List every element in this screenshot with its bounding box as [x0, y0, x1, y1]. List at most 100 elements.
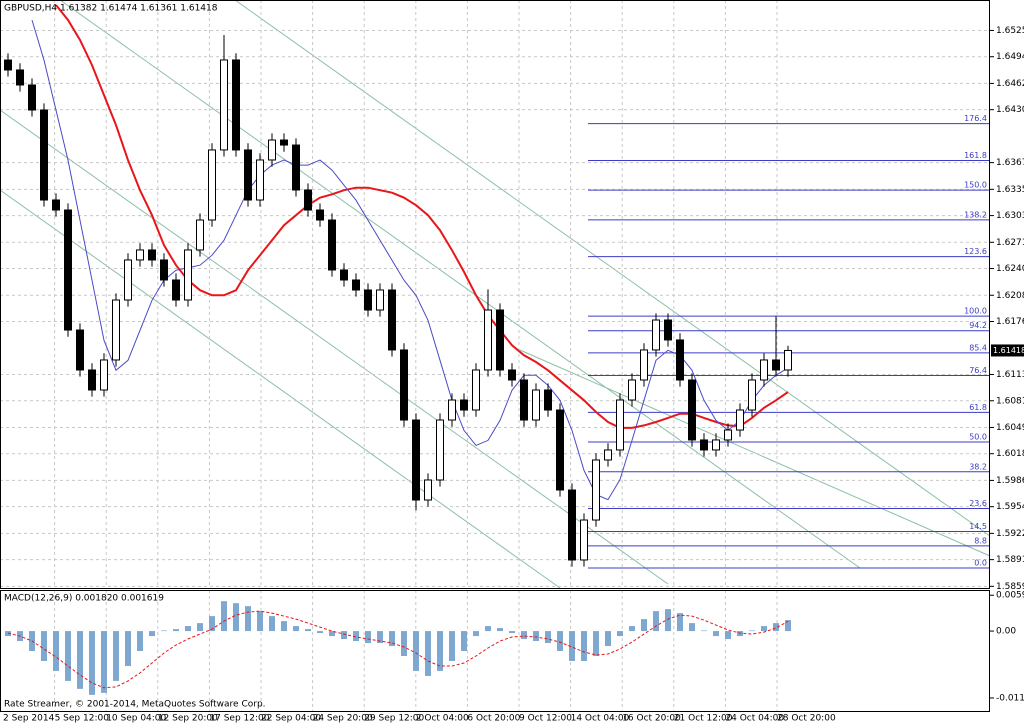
macd-bar — [113, 631, 119, 681]
macd-bar — [77, 631, 83, 689]
candle-body — [184, 249, 192, 301]
y-tick-label: 1.63350 — [996, 185, 1024, 195]
y-tick-label: 1.60815 — [996, 396, 1024, 406]
candle-body — [460, 399, 468, 411]
macd-bar — [749, 630, 755, 632]
fib-label: 0.0 — [974, 558, 987, 567]
y-tick-label: 1.60180 — [996, 449, 1024, 459]
y-tick-label: 1.63035 — [996, 211, 1024, 221]
candle-body — [712, 439, 720, 451]
macd-bar — [629, 626, 635, 632]
moving-average — [31, 19, 789, 501]
candle-body — [172, 279, 180, 301]
macd-bar — [245, 606, 251, 632]
fib-label: 76.4 — [969, 366, 987, 375]
x-tick-label: 17 Sep 12:00 — [209, 714, 269, 724]
channel-line — [59, 0, 861, 569]
y-tick-label: 1.64305 — [996, 105, 1024, 115]
candle-body — [568, 489, 576, 561]
macd-bar — [785, 620, 791, 632]
macd-bar — [269, 616, 275, 632]
candle-body — [88, 369, 96, 391]
y-tick-label: 1.58910 — [996, 555, 1024, 565]
candle-body — [664, 319, 672, 341]
candle-body — [304, 189, 312, 211]
candle-body — [736, 409, 744, 431]
macd-label: MACD(12,26,9) 0.001820 0.001619 — [4, 594, 164, 604]
macd-bar — [533, 631, 539, 642]
candle-body — [532, 389, 540, 421]
candle-body — [220, 59, 228, 151]
candle-body — [148, 249, 156, 261]
macd-bar — [473, 631, 479, 637]
x-tick-label: 2 Sep 2014 — [3, 714, 55, 724]
macd-bar — [365, 631, 371, 644]
macd-bar — [485, 626, 491, 632]
fib-label: 176.4 — [964, 114, 987, 123]
candle-body — [364, 289, 372, 311]
moving-average — [55, 4, 789, 429]
macd-bar — [437, 631, 443, 671]
candle-body — [196, 219, 204, 251]
candle-body — [256, 159, 264, 201]
candle-body — [268, 139, 276, 161]
candle-body — [760, 359, 768, 381]
copyright: Rate Streamer, © 2001-2014, MetaQuotes S… — [4, 700, 266, 710]
macd-bar — [305, 629, 311, 632]
macd-bar — [449, 631, 455, 661]
y-tick-label: 1.62715 — [996, 238, 1024, 248]
fib-label: 94.2 — [969, 321, 987, 330]
fib-label: 161.8 — [964, 151, 987, 160]
macd-bar — [41, 631, 47, 661]
y-tick-label: 1.64620 — [996, 79, 1024, 89]
candle-body — [448, 399, 456, 421]
macd-bar — [497, 628, 503, 632]
fib-label: 85.4 — [969, 343, 987, 352]
candle-body — [592, 459, 600, 521]
macd-bar — [509, 631, 515, 634]
macd-bar — [341, 631, 347, 640]
candle-body — [232, 59, 240, 151]
channel-line — [234, 0, 991, 537]
macd-y-tick-label: -0.011077 — [996, 693, 1024, 703]
macd-bar — [53, 631, 59, 671]
fib-label: 123.6 — [964, 247, 987, 256]
candle-body — [244, 149, 252, 201]
chart-title: GBPUSD,H4 1.61382 1.61474 1.61361 1.6141… — [4, 4, 218, 14]
y-tick-label: 1.61765 — [996, 317, 1024, 327]
macd-bar — [461, 631, 467, 651]
macd-bar — [389, 631, 395, 647]
macd-bar — [569, 631, 575, 661]
candle-body — [388, 289, 396, 351]
macd-bar — [89, 631, 95, 695]
candle-body — [136, 249, 144, 261]
macd-bar — [353, 631, 359, 642]
y-tick-label: 1.58590 — [996, 582, 1024, 592]
x-tick-label: 28 Oct 20:00 — [777, 714, 836, 724]
macd-bar — [317, 631, 323, 634]
candle-body — [484, 309, 492, 371]
x-tick-label: 14 Oct 04:00 — [571, 714, 630, 724]
candle-body — [556, 409, 564, 491]
x-tick-label: 24 Sep 20:00 — [313, 714, 373, 724]
x-tick-label: 29 Sep 12:00 — [364, 714, 424, 724]
fib-label: 138.2 — [964, 210, 987, 219]
candle-body — [328, 219, 336, 271]
x-tick-label: 22 Sep 04:00 — [261, 714, 321, 724]
candle-body — [292, 144, 300, 191]
macd-bar — [641, 619, 647, 632]
x-tick-label: 6 Oct 20:00 — [467, 714, 520, 724]
macd-bar — [689, 623, 695, 632]
macd-bar — [377, 631, 383, 644]
macd-bar — [293, 626, 299, 632]
candle-body — [100, 359, 108, 391]
fib-label: 8.8 — [974, 536, 987, 545]
candle-body — [472, 369, 480, 411]
candle-body — [124, 259, 132, 301]
macd-bar — [329, 631, 335, 637]
candle-body — [76, 329, 84, 371]
y-tick-label: 1.61130 — [996, 370, 1024, 380]
candle-body — [628, 379, 636, 401]
macd-bar — [173, 629, 179, 632]
candle-body — [436, 419, 444, 481]
